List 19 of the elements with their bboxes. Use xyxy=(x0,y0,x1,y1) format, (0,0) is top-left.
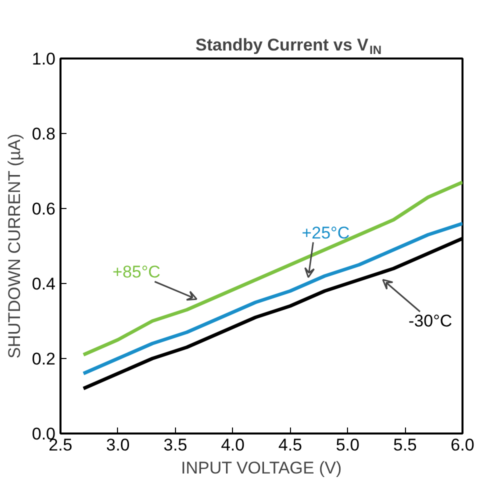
x-tick-label: 3.5 xyxy=(164,436,188,454)
y-axis-title: SHUTDOWN CURRENT (µA) xyxy=(4,134,24,359)
y-tick-label: 1.0 xyxy=(32,50,56,68)
y-tick-label: 0.4 xyxy=(32,274,56,294)
series-label: +25°C xyxy=(302,223,350,242)
x-tick-label: 5.5 xyxy=(393,436,417,454)
x-tick-label: 5.0 xyxy=(336,436,360,454)
x-tick-label: 6.0 xyxy=(450,436,474,454)
x-tick-label: 3.0 xyxy=(106,436,130,454)
y-tick-label: 0.6 xyxy=(32,200,56,218)
line-series xyxy=(82,222,462,376)
x-axis-title: INPUT VOLTAGE (V) xyxy=(181,458,342,478)
text: +85°C xyxy=(112,262,160,282)
y-tick-label: 0.8 xyxy=(32,124,56,144)
y-tick-label: 0.2 xyxy=(32,350,56,368)
text: -30°C xyxy=(408,312,452,331)
x-tick-label: 4.5 xyxy=(278,436,302,454)
line-series xyxy=(82,180,462,356)
x-tick-label: 4.0 xyxy=(220,436,245,454)
